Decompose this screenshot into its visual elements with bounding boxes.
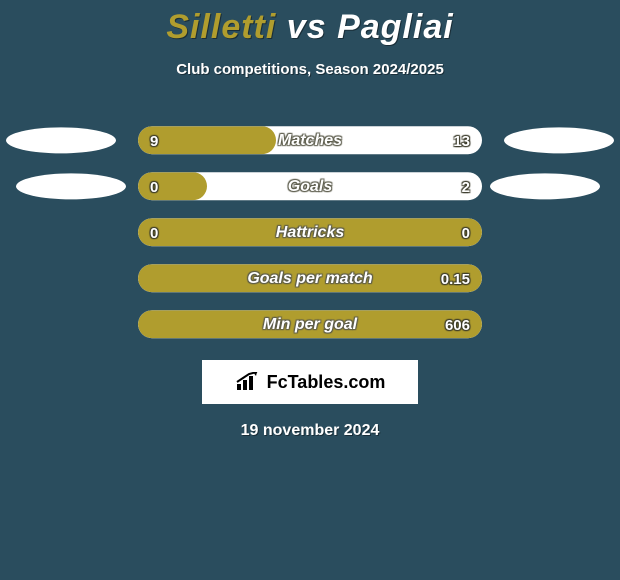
stat-row: 0 Hattricks 0 xyxy=(0,212,620,258)
stat-label: Hattricks xyxy=(276,224,344,242)
player2-name: Pagliai xyxy=(337,8,454,46)
chart-icon xyxy=(235,372,261,392)
stat-left-value: 0 xyxy=(150,225,158,242)
stat-right-value: 13 xyxy=(453,133,470,150)
branding-badge: FcTables.com xyxy=(202,360,418,404)
stat-row: Goals per match 0.15 xyxy=(0,258,620,304)
stats-block: 9 Matches 13 0 Goals 2 0 Hattricks 0 Goals per ma… xyxy=(0,120,620,350)
player1-name: Silletti xyxy=(166,8,276,46)
stat-left-value: 0 xyxy=(150,179,158,196)
stat-bar-fill xyxy=(138,126,276,154)
vs-text: vs xyxy=(287,8,327,46)
subtitle: Club competitions, Season 2024/2025 xyxy=(0,61,620,78)
stat-label: Goals per match xyxy=(247,270,372,288)
stat-right-value: 0.15 xyxy=(441,271,470,288)
stat-label: Matches xyxy=(278,132,342,150)
stat-label: Min per goal xyxy=(263,316,357,334)
page-title: Silletti vs Pagliai xyxy=(0,8,620,47)
comparison-infographic: Silletti vs Pagliai Club competitions, S… xyxy=(0,8,620,440)
stat-row: 9 Matches 13 xyxy=(0,120,620,166)
team-oval-right xyxy=(490,173,600,199)
date-text: 19 november 2024 xyxy=(0,422,620,440)
branding-text: FcTables.com xyxy=(267,372,386,393)
stat-row: 0 Goals 2 xyxy=(0,166,620,212)
stat-row: Min per goal 606 xyxy=(0,304,620,350)
stat-bar-fill xyxy=(138,172,207,200)
team-oval-left xyxy=(16,173,126,199)
team-oval-right xyxy=(504,127,614,153)
stat-label: Goals xyxy=(288,178,332,196)
stat-right-value: 2 xyxy=(462,179,470,196)
stat-left-value: 9 xyxy=(150,133,158,150)
stat-right-value: 606 xyxy=(445,317,470,334)
team-oval-left xyxy=(6,127,116,153)
stat-right-value: 0 xyxy=(462,225,470,242)
